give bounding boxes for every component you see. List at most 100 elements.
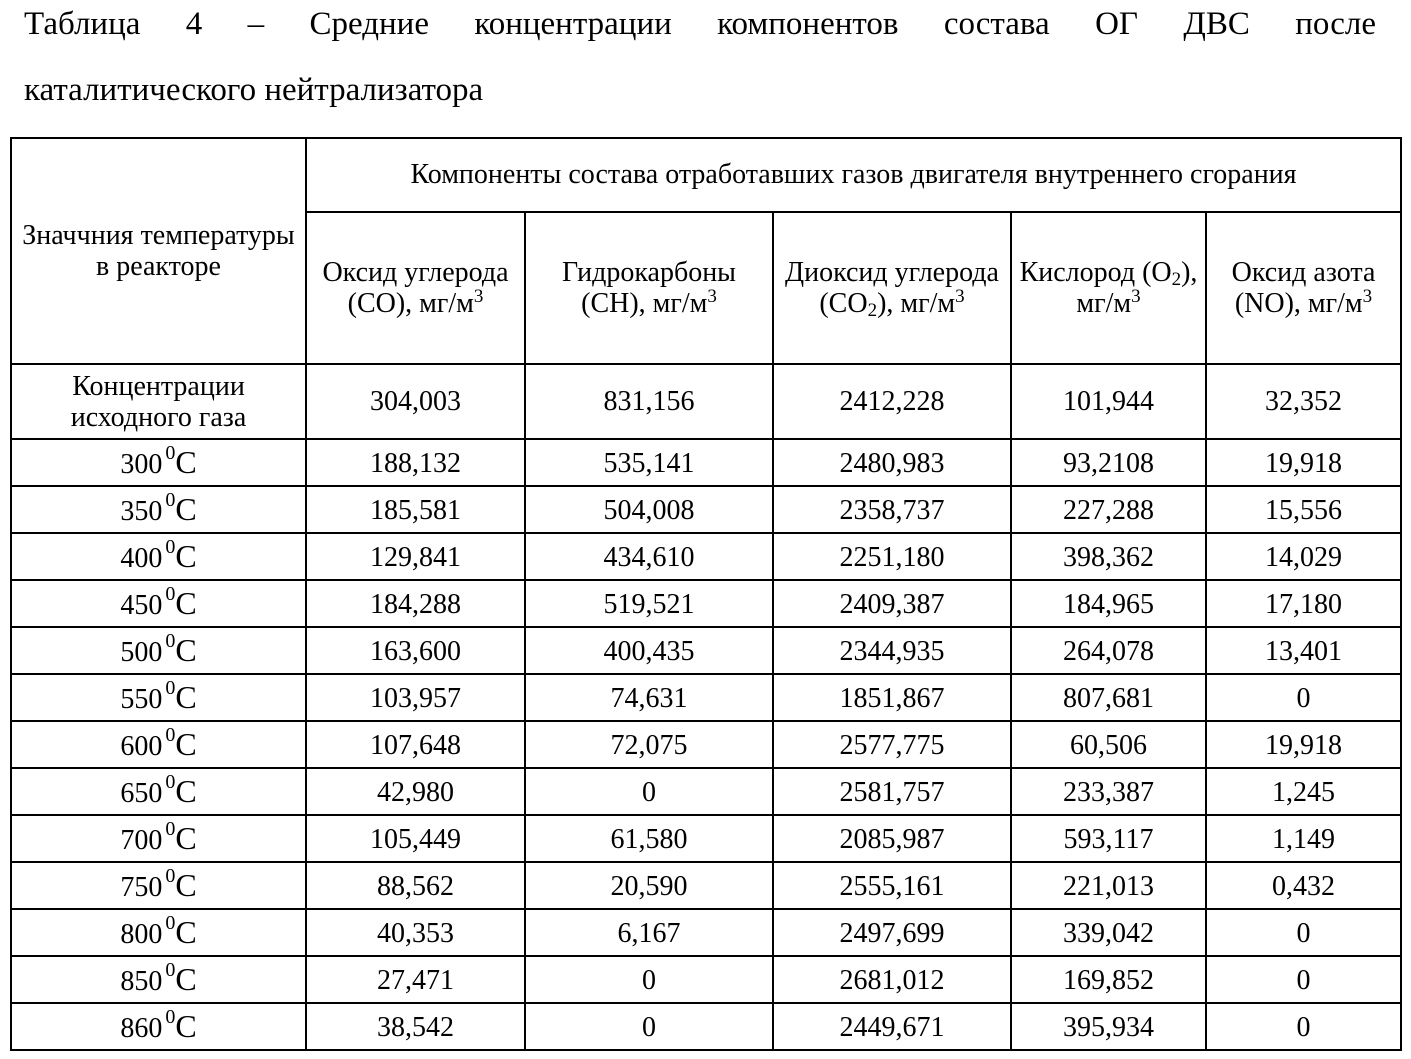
temperature-cell: 860 0C xyxy=(10,1002,307,1051)
temperature-cell: 850 0C xyxy=(10,955,307,1004)
temperature-unit: C xyxy=(175,773,197,809)
table-cell: 535,141 xyxy=(524,438,774,487)
column-header-text: ), мг/м xyxy=(877,288,956,319)
column-header-text: Гидрокарбоны (CH), мг/м xyxy=(561,257,736,319)
table-cell: 60,506 xyxy=(1010,720,1207,769)
degree-sup: 0 xyxy=(165,442,176,464)
table-cell: 2344,935 xyxy=(772,626,1012,675)
table-cell: 17,180 xyxy=(1205,579,1402,628)
temperature-value: 800 xyxy=(120,919,163,950)
table-cell: 2409,387 xyxy=(772,579,1012,628)
row-label: Концентрации исходного газа xyxy=(10,363,307,440)
table-cell: 101,944 xyxy=(1010,363,1207,440)
table-cell: 2681,012 xyxy=(772,955,1012,1004)
table-cell: 2480,983 xyxy=(772,438,1012,487)
table-cell: 20,590 xyxy=(524,861,774,910)
table-cell: 1851,867 xyxy=(772,673,1012,722)
table-cell: 398,362 xyxy=(1010,532,1207,581)
table-cell: 105,449 xyxy=(305,814,526,863)
table-row: 350 0C 185,581 504,008 2358,737 227,288 15,556 xyxy=(10,485,1402,534)
temperature-cell: 300 0C xyxy=(10,438,307,487)
temperature-cell: 450 0C xyxy=(10,579,307,628)
degree-sup: 0 xyxy=(165,536,176,558)
table-row-initial: Концентрации исходного газа 304,003 831,1… xyxy=(10,363,1402,440)
table-cell: 504,008 xyxy=(524,485,774,534)
table-cell: 2412,228 xyxy=(772,363,1012,440)
subscript: 2 xyxy=(867,300,878,321)
table-row: 550 0C 103,957 74,631 1851,867 807,681 0 xyxy=(10,673,1402,722)
degree-sup: 0 xyxy=(165,818,176,840)
table-cell: 2497,699 xyxy=(772,908,1012,957)
temperature-unit: C xyxy=(175,585,197,621)
group-header-components: Компоненты состава отработавших газов дв… xyxy=(305,137,1402,213)
degree-sup: 0 xyxy=(165,630,176,652)
table-cell: 227,288 xyxy=(1010,485,1207,534)
degree-sup: 0 xyxy=(165,583,176,605)
temperature-value: 860 xyxy=(120,1013,163,1044)
table-row: 750 0C 88,562 20,590 2555,161 221,013 0,432 xyxy=(10,861,1402,910)
temperature-value: 700 xyxy=(120,825,163,856)
table-cell: 2449,671 xyxy=(772,1002,1012,1051)
temperature-unit: C xyxy=(175,632,197,668)
table-cell: 395,934 xyxy=(1010,1002,1207,1051)
table-cell: 0 xyxy=(1205,673,1402,722)
temperature-cell: 650 0C xyxy=(10,767,307,816)
degree-sup: 0 xyxy=(165,771,176,793)
degree-sup: 0 xyxy=(165,865,176,887)
table-cell: 0 xyxy=(524,1002,774,1051)
table-cell: 184,288 xyxy=(305,579,526,628)
degree-sup: 0 xyxy=(165,959,176,981)
temperature-value: 400 xyxy=(120,543,163,574)
column-header-text: ), мг/м xyxy=(1076,257,1198,319)
column-header: Оксид азота (NO), мг/м3 xyxy=(1205,211,1402,365)
superscript: 3 xyxy=(707,286,717,307)
temperature-value: 750 xyxy=(120,872,163,903)
table-cell: 32,352 xyxy=(1205,363,1402,440)
table-cell: 129,841 xyxy=(305,532,526,581)
table-cell: 0,432 xyxy=(1205,861,1402,910)
temperature-value: 350 xyxy=(120,496,163,527)
temperature-cell: 750 0C xyxy=(10,861,307,910)
temperature-unit: C xyxy=(175,914,197,950)
temperature-cell: 550 0C xyxy=(10,673,307,722)
table-cell: 185,581 xyxy=(305,485,526,534)
column-header-text: Оксид азота (NO), мг/м xyxy=(1231,257,1376,319)
temperature-cell: 400 0C xyxy=(10,532,307,581)
concentration-table: Значчния температуры в реакторе Компонен… xyxy=(10,137,1402,1051)
table-row: 500 0C 163,600 400,435 2344,935 264,078 13,401 xyxy=(10,626,1402,675)
table-cell: 107,648 xyxy=(305,720,526,769)
table-cell: 188,132 xyxy=(305,438,526,487)
subscript: 2 xyxy=(1171,269,1182,290)
table-caption-line-1: Таблица 4 – Средние концентрации компоне… xyxy=(24,6,1376,42)
table-cell: 72,075 xyxy=(524,720,774,769)
temperature-unit: C xyxy=(175,444,197,480)
temperature-cell: 350 0C xyxy=(10,485,307,534)
table-cell: 103,957 xyxy=(305,673,526,722)
temperature-value: 550 xyxy=(120,684,163,715)
temperature-unit: C xyxy=(175,961,197,997)
table-cell: 2085,987 xyxy=(772,814,1012,863)
column-header: Гидрокарбоны (CH), мг/м3 xyxy=(524,211,774,365)
table-cell: 2251,180 xyxy=(772,532,1012,581)
table-cell: 831,156 xyxy=(524,363,774,440)
table-cell: 13,401 xyxy=(1205,626,1402,675)
table-cell: 0 xyxy=(524,955,774,1004)
table-cell: 88,562 xyxy=(305,861,526,910)
table-row: 800 0C 40,353 6,167 2497,699 339,042 0 xyxy=(10,908,1402,957)
table-cell: 27,471 xyxy=(305,955,526,1004)
table-cell: 74,631 xyxy=(524,673,774,722)
temperature-unit: C xyxy=(175,820,197,856)
temperature-cell: 800 0C xyxy=(10,908,307,957)
temperature-unit: C xyxy=(175,679,197,715)
table-row: 650 0C 42,980 0 2581,757 233,387 1,245 xyxy=(10,767,1402,816)
table-row: 450 0C 184,288 519,521 2409,387 184,965 17,180 xyxy=(10,579,1402,628)
table-cell: 14,029 xyxy=(1205,532,1402,581)
table-cell: 2358,737 xyxy=(772,485,1012,534)
table-cell: 434,610 xyxy=(524,532,774,581)
table-row: 600 0C 107,648 72,075 2577,775 60,506 19,918 xyxy=(10,720,1402,769)
degree-sup: 0 xyxy=(165,1006,176,1028)
temperature-value: 450 xyxy=(120,590,163,621)
table-cell: 169,852 xyxy=(1010,955,1207,1004)
temperature-value: 300 xyxy=(120,449,163,480)
degree-sup: 0 xyxy=(165,912,176,934)
